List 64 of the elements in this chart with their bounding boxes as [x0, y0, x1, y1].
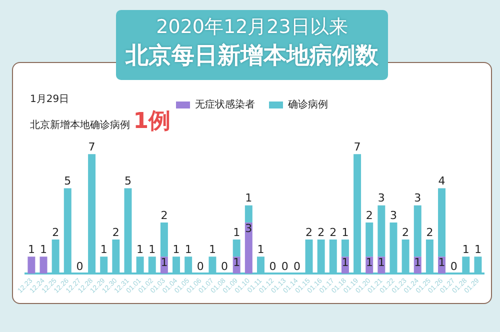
data-label: 5 — [64, 174, 72, 188]
data-label: 0 — [76, 260, 84, 274]
legend-label: 无症状感染者 — [195, 98, 255, 111]
data-label: 3 — [390, 208, 397, 222]
data-label: 2 — [330, 226, 337, 239]
bar — [366, 222, 374, 257]
data-label: 1 — [100, 242, 108, 256]
data-label: 1 — [28, 242, 35, 256]
legend-label: 确诊病例 — [287, 98, 328, 111]
bar — [232, 240, 240, 257]
data-label: 1 — [462, 242, 470, 256]
data-label: 0 — [269, 260, 276, 274]
data-label: 1 — [342, 226, 349, 239]
data-label: 1 — [184, 242, 192, 256]
data-label: 3 — [378, 192, 385, 205]
bar — [341, 240, 349, 257]
bar — [438, 188, 446, 257]
bar — [378, 205, 386, 257]
data-label: 0 — [450, 260, 458, 274]
data-label: 1 — [257, 242, 264, 256]
data-label: 1 — [474, 242, 482, 256]
data-label: 3 — [414, 192, 422, 205]
data-label: 1 — [414, 256, 422, 269]
data-label: 2 — [426, 226, 434, 239]
data-label: 2 — [318, 226, 325, 239]
data-label: 5 — [124, 174, 132, 188]
data-label: 2 — [306, 226, 313, 239]
data-label: 1 — [233, 226, 240, 239]
data-label: 1 — [172, 242, 180, 256]
bar — [244, 205, 252, 222]
data-label: 2 — [52, 226, 60, 239]
data-label: 7 — [354, 140, 361, 154]
text: 1月29日 — [30, 93, 70, 106]
bar — [28, 256, 36, 274]
chart-subtitle: 2020年12月23日以来 — [155, 15, 349, 40]
data-label: 0 — [281, 260, 288, 274]
data-label: 0 — [293, 260, 300, 274]
data-label: 2 — [112, 226, 120, 239]
data-label: 2 — [160, 208, 168, 222]
data-label: 3 — [245, 222, 252, 235]
data-label: 1 — [160, 256, 168, 269]
data-label: 2 — [402, 226, 410, 239]
text: 北京新增本地确诊病例 — [30, 120, 130, 131]
chart-title: 北京每日新增本地病例数 — [124, 42, 380, 71]
data-label: 0 — [196, 260, 204, 274]
data-label: 2 — [366, 208, 373, 222]
data-label: 1 — [378, 256, 385, 269]
bar — [244, 222, 252, 274]
data-label: 1 — [208, 242, 216, 256]
text: 1例 — [133, 109, 170, 134]
bar — [414, 205, 422, 257]
data-label: 1 — [233, 256, 240, 269]
bar — [160, 222, 168, 257]
data-label: 1 — [148, 242, 156, 256]
data-label: 1 — [342, 256, 349, 269]
data-label: 7 — [88, 140, 96, 154]
data-label: 4 — [438, 174, 446, 188]
data-label: 1 — [366, 256, 373, 269]
data-label: 1 — [136, 242, 144, 256]
data-label: 1 — [40, 242, 48, 256]
data-label: 0 — [221, 260, 228, 274]
data-label: 1 — [438, 256, 446, 269]
data-label: 1 — [245, 192, 252, 205]
bar — [40, 256, 48, 274]
